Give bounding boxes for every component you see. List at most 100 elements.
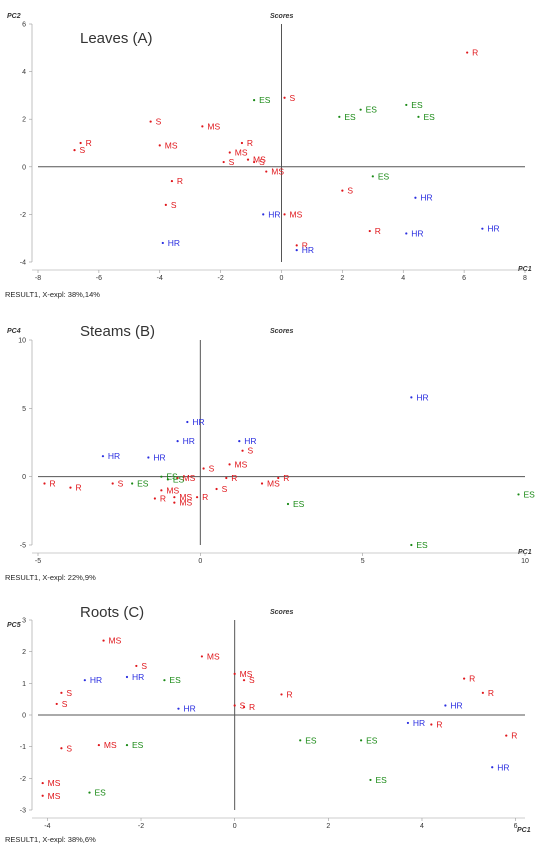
roots-point-label: S <box>249 675 255 685</box>
leaves-point-marker <box>73 149 76 152</box>
roots-y-tick-label: 3 <box>22 618 26 625</box>
leaves-point-label: HR <box>411 228 423 238</box>
leaves-point-label: HR <box>168 238 180 248</box>
steams-point-marker <box>410 396 413 399</box>
roots-point-marker <box>233 672 236 675</box>
roots-point-label: HR <box>90 675 102 685</box>
roots-point-label: MS <box>207 651 220 661</box>
panel-roots: PC5 Scores Roots (C) PC1 RESULT1, X-expl… <box>5 604 531 844</box>
leaves-point-label: MS <box>253 155 266 165</box>
leaves-point-marker <box>79 141 82 145</box>
leaves-point-label: R <box>302 240 308 250</box>
leaves-point-label: R <box>86 138 92 148</box>
roots-y-tick-label: -2 <box>20 776 26 783</box>
roots-point-marker <box>242 679 246 682</box>
roots-point-marker <box>360 739 363 742</box>
leaves-point-label: HR <box>487 224 499 234</box>
roots-point-label: ES <box>366 735 378 745</box>
steams-point-label: ES <box>173 474 185 484</box>
steams-point-marker <box>215 487 218 491</box>
leaves-point-marker <box>414 196 417 199</box>
roots-point-marker <box>97 743 100 747</box>
steams-point-label: MS <box>179 498 192 508</box>
roots-point-label: R <box>488 688 494 698</box>
steams-point-label: R <box>231 473 237 483</box>
leaves-point-marker <box>283 213 286 216</box>
steams-point-label: S <box>209 463 215 473</box>
leaves-point-label: MS <box>207 121 220 131</box>
panel-steams-header: Scores <box>270 328 293 335</box>
roots-point-label: S <box>62 699 68 709</box>
roots-point-marker <box>125 675 129 679</box>
steams-point-label: R <box>75 483 81 493</box>
leaves-point-label: MS <box>165 140 178 150</box>
steams-point-label: HR <box>192 417 204 427</box>
leaves-point-label: HR <box>302 245 314 255</box>
steams-point-marker <box>69 486 72 489</box>
leaves-point-marker <box>283 96 286 99</box>
roots-point-marker <box>280 693 283 696</box>
roots-point-label: ES <box>305 735 317 745</box>
panel-steams: PC4 Scores Steams (B) PC1 RESULT1, X-exp… <box>5 323 535 582</box>
steams-point-marker <box>147 456 150 459</box>
roots-point-marker <box>233 704 236 707</box>
roots-point-marker <box>430 723 433 726</box>
leaves-point-marker <box>405 103 408 107</box>
leaves-x-tick-label: 8 <box>523 275 527 282</box>
leaves-x-tick-label: 6 <box>462 275 466 282</box>
leaves-point-label: HR <box>420 193 432 203</box>
roots-point-label: S <box>66 688 72 698</box>
steams-point-label: HR <box>108 451 120 461</box>
steams-point-label: S <box>222 484 228 494</box>
roots-point-marker <box>481 691 484 694</box>
leaves-point-marker <box>405 232 408 235</box>
roots-point-label: MS <box>109 636 122 646</box>
roots-point-label: HR <box>132 672 144 682</box>
steams-y-tick-label: 10 <box>18 338 26 345</box>
roots-point-label: ES <box>95 788 107 798</box>
leaves-point-marker <box>295 249 298 252</box>
roots-point-label: ES <box>169 675 181 685</box>
steams-point-marker <box>186 420 189 424</box>
steams-point-marker <box>176 440 179 443</box>
panel-leaves-title: Leaves (A) <box>80 30 153 47</box>
roots-x-tick-label: 0 <box>233 823 237 830</box>
roots-point-label: MS <box>48 791 61 801</box>
leaves-point-marker <box>417 115 420 118</box>
panel-steams-y-axis-name: PC4 <box>7 328 21 335</box>
panel-roots-y-axis-name: PC5 <box>7 622 21 629</box>
roots-point-marker <box>88 791 91 794</box>
panel-roots-footer: RESULT1, X-expl: 38%,6% <box>5 835 96 844</box>
steams-point-label: MS <box>183 473 196 483</box>
panel-leaves: PC2 Scores Leaves (A) PC1 RESULT1, X-exp… <box>5 13 532 299</box>
leaves-point-label: R <box>177 176 183 186</box>
leaves-point-marker <box>158 144 161 147</box>
leaves-x-tick-label: -4 <box>157 275 163 282</box>
roots-point-marker <box>299 739 302 742</box>
steams-point-label: R <box>160 494 166 504</box>
roots-point-marker <box>41 781 44 785</box>
roots-point-marker <box>163 679 166 682</box>
leaves-point-label: MS <box>271 167 284 177</box>
steams-point-marker <box>173 501 176 504</box>
panel-roots-x-axis-name: PC1 <box>517 827 531 834</box>
leaves-point-marker <box>265 170 268 173</box>
panel-steams-footer: RESULT1, X-expl: 22%,9% <box>5 573 96 582</box>
steams-point-marker <box>286 502 290 506</box>
leaves-y-tick-label: 2 <box>22 117 26 124</box>
roots-point-label: S <box>240 701 246 711</box>
panel-steams-title: Steams (B) <box>80 323 155 340</box>
steams-point-label: HR <box>153 453 165 463</box>
steams-x-tick-label: 5 <box>361 558 365 565</box>
leaves-point-label: S <box>80 145 86 155</box>
steams-point-label: R <box>283 473 289 483</box>
leaves-point-marker <box>164 203 167 206</box>
panel-roots-header: Scores <box>270 609 293 616</box>
steams-point-marker <box>160 475 163 478</box>
steams-y-tick-label: -5 <box>20 543 26 550</box>
leaves-point-marker <box>481 227 484 230</box>
leaves-x-tick-label: -8 <box>35 275 41 282</box>
roots-point-label: R <box>249 702 255 712</box>
roots-point-marker <box>55 702 58 706</box>
leaves-x-tick-label: 2 <box>340 275 344 282</box>
